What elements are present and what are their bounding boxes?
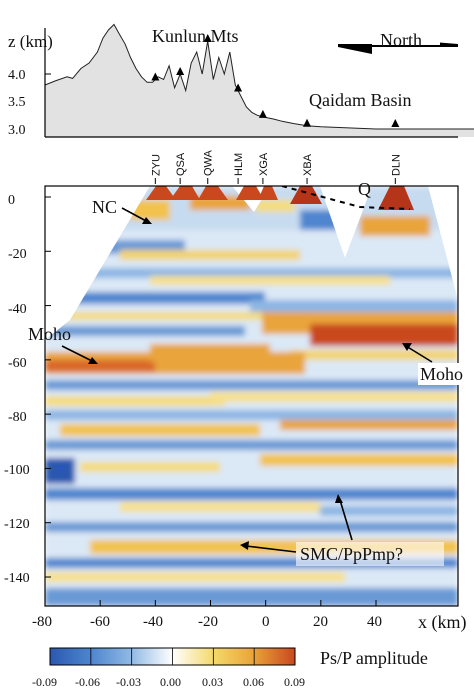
station-marker-xga	[258, 109, 267, 118]
section-xlabel: x (km)	[418, 612, 467, 633]
annotation-moho-left: Moho	[28, 324, 71, 344]
topo-ytick-4: 4.0	[8, 68, 26, 83]
label-kunlun: Kunlun Mts	[152, 26, 239, 46]
xtick-40: 40	[367, 614, 382, 630]
ytick-minus60: -60	[8, 356, 27, 371]
section-y-ticks	[45, 196, 51, 578]
q-dashed-line	[281, 186, 411, 210]
station-marker-xba	[303, 118, 312, 127]
xtick-minus60: -60	[90, 614, 110, 630]
section-frame	[44, 185, 459, 607]
surface-peaks	[146, 186, 414, 210]
section-x-ticks	[44, 600, 377, 606]
north-label: North	[380, 30, 422, 50]
ytick-minus100: -100	[4, 463, 30, 478]
station-label-qsa: QSA	[175, 152, 187, 176]
ytick-minus20: -20	[8, 247, 27, 262]
topography-panel: z (km) 4.0 3.5 3.0 Kunlun Mts Qaidam Bas…	[8, 23, 474, 184]
ytick-minus40: -40	[8, 302, 27, 317]
station-marker-hlm	[234, 83, 243, 92]
section-panel: 0 -20 -40 -60 -80 -100 -120 -140 -80 -60…	[4, 179, 470, 633]
station-label-zyu: ZYU	[150, 154, 162, 176]
topo-ytick-3: 3.0	[8, 123, 26, 138]
cbar-tick-0-06: 0.06	[243, 675, 264, 689]
station-labels: ZYU QSA QWA HLM XGA XBA DLN	[150, 149, 402, 184]
topo-ylabel: z (km)	[8, 32, 53, 51]
xtick-minus80: -80	[32, 614, 52, 630]
station-label-dln: DLN	[390, 154, 402, 176]
station-label-xga: XGA	[258, 152, 270, 176]
colorbar: Ps/P amplitude -0.09 -0.06 -0.03 0.00 0.…	[32, 647, 428, 689]
topo-ytick-3-5: 3.5	[8, 95, 26, 110]
annotations: NC Q Moho Moho SMC/PpPmp?	[28, 179, 470, 566]
annotation-moho-right: Moho	[420, 364, 463, 384]
ytick-minus140: -140	[4, 571, 30, 586]
xtick-minus20: -20	[198, 614, 218, 630]
station-label-hlm: HLM	[233, 153, 245, 176]
xtick-20: 20	[313, 614, 328, 630]
annotation-smc: SMC/PpPmp?	[300, 544, 403, 564]
ytick-minus120: -120	[4, 517, 30, 532]
ytick-0: 0	[8, 193, 15, 208]
coverage-mask-right	[428, 186, 458, 300]
station-marker-dln	[391, 119, 400, 127]
station-marker-qwa	[203, 34, 212, 42]
ytick-minus80: -80	[8, 410, 27, 425]
cbar-tick-0: 0.00	[160, 675, 181, 689]
cbar-tick-minus0-09: -0.09	[32, 675, 57, 689]
colorbar-title: Ps/P amplitude	[320, 648, 428, 668]
north-arrow: North	[338, 30, 458, 54]
annotation-q: Q	[358, 179, 371, 199]
annotation-nc: NC	[92, 197, 117, 217]
cbar-tick-0-09: 0.09	[284, 675, 305, 689]
station-marker-qsa	[176, 67, 185, 75]
station-label-qwa: QWA	[203, 149, 215, 176]
station-markers	[151, 34, 400, 127]
xtick-minus40: -40	[143, 614, 163, 630]
cbar-tick-0-03: 0.03	[202, 675, 223, 689]
topography-profile	[44, 23, 474, 130]
station-marker-zyu	[151, 72, 160, 81]
label-qaidam: Qaidam Basin	[309, 90, 411, 110]
cbar-tick-minus0-03: -0.03	[116, 675, 141, 689]
north-arrow-icon	[338, 37, 458, 54]
coverage-mask-left	[45, 186, 150, 340]
cbar-tick-minus0-06: -0.06	[75, 675, 100, 689]
coverage-mask-middle	[320, 186, 372, 258]
topography-fill	[45, 24, 474, 137]
station-label-xba: XBA	[302, 153, 314, 176]
xtick-0: 0	[262, 614, 270, 630]
